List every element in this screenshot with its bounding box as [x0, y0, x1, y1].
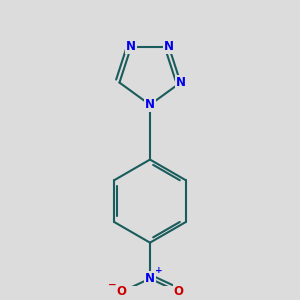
Text: N: N [145, 272, 155, 285]
Text: N: N [145, 98, 155, 111]
Text: N: N [126, 40, 136, 53]
Text: N: N [164, 40, 174, 53]
Text: O: O [117, 285, 127, 298]
Text: O: O [173, 285, 183, 298]
Text: +: + [155, 266, 163, 275]
Text: N: N [176, 76, 185, 89]
Text: −: − [108, 280, 117, 290]
